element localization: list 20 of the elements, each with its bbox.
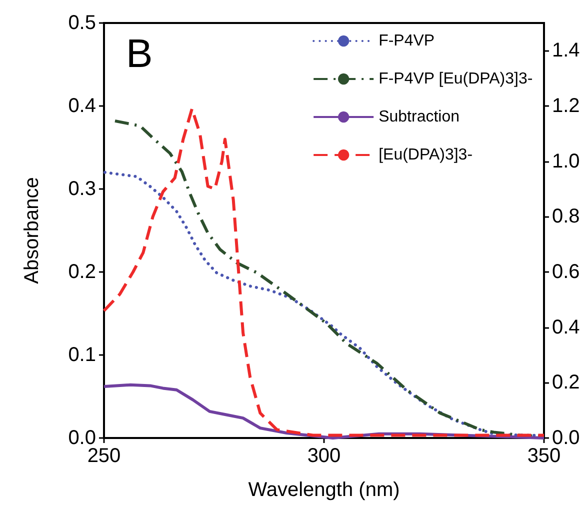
x-axis-title: Wavelength (nm) — [248, 479, 400, 501]
y2-tick-label: 0.4 — [552, 316, 580, 338]
y-tick-label: 0.5 — [68, 12, 96, 34]
annotation: B — [126, 32, 153, 76]
y2-tick-label: 0.6 — [552, 261, 580, 283]
x-tick-label: 300 — [307, 445, 341, 467]
y2-tick-label: 1.2 — [552, 95, 580, 117]
legend-label: Subtraction — [378, 108, 460, 126]
y-axis-title: Absorbance — [21, 177, 43, 284]
y-tick-label: 0.3 — [68, 178, 96, 200]
y2-tick-label: 0.2 — [552, 372, 580, 394]
y-tick-label: 0.2 — [68, 261, 96, 283]
legend-label: F-P4VP — [378, 32, 435, 50]
y-tick-label: 0.1 — [68, 344, 96, 366]
y2-tick-label: 1.0 — [552, 150, 580, 172]
y2-tick-label: 0.8 — [552, 206, 580, 228]
legend-label: [Eu(DPA)3]3- — [378, 146, 473, 164]
y2-tick-label: 1.4 — [552, 40, 580, 62]
legend-label: F-P4VP [Eu(DPA)3]3- — [378, 70, 533, 88]
y-tick-label: 0.4 — [68, 95, 96, 117]
